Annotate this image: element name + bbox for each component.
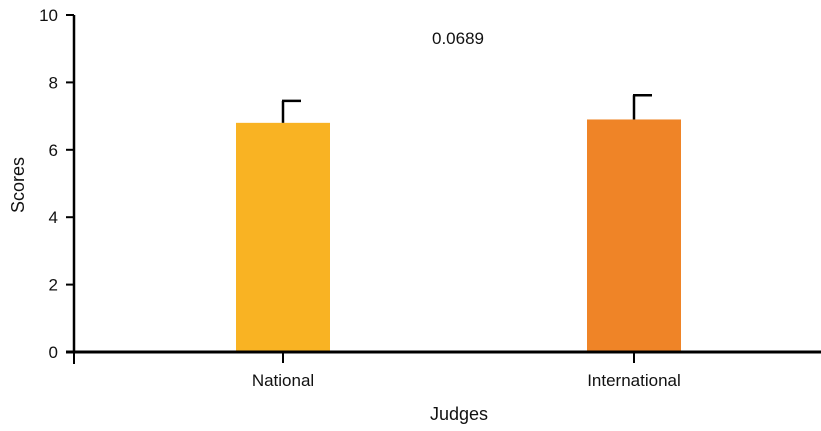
bar-international [587,119,681,352]
y-tick-label: 4 [49,208,58,227]
error-bar-international [632,93,652,120]
x-ticks-layer: National International [73,352,681,390]
bars-layer [236,119,681,352]
p-value-annotation: 0.0689 [432,29,484,48]
y-tick-label: 8 [49,73,58,92]
error-bars-layer [281,93,652,123]
y-tick-label: 6 [49,141,58,160]
x-axis-title: Judges [430,404,488,424]
error-bar-national [281,99,301,123]
y-ticks-layer: 0 2 4 6 8 10 [39,6,74,362]
bar-national [236,122,330,352]
y-tick-label: 10 [39,6,58,25]
axes-layer [66,15,821,354]
x-tick-label: National [252,371,314,390]
y-tick-label: 2 [49,276,58,295]
x-tick-label: International [587,371,681,390]
y-tick-label: 0 [49,343,58,362]
y-axis-title: Scores [8,157,28,213]
